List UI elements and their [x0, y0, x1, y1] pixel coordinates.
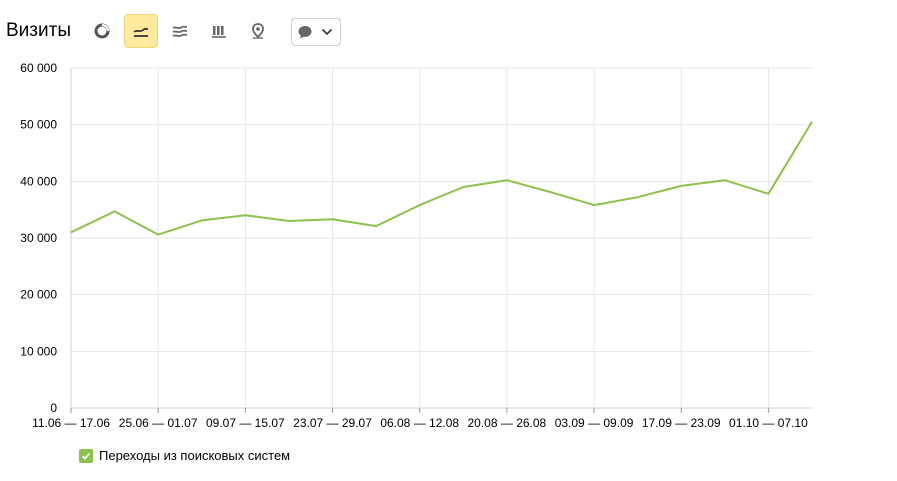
y-tick-label: 10 000	[20, 344, 57, 358]
series-line	[70, 121, 813, 236]
y-axis: 0 10 000 20 000 30 000 40 000 50 000 60 000	[20, 61, 57, 415]
x-tick-label: 20.08 — 26.08	[468, 416, 547, 430]
chart-toolbar: Визиты	[0, 14, 897, 48]
y-tick-label: 20 000	[20, 288, 57, 302]
bar-chart-icon	[212, 26, 226, 38]
x-tick-label: 17.09 — 23.09	[642, 416, 721, 430]
line-chart-button[interactable]	[124, 14, 158, 48]
x-tick-label: 11.06 — 17.06	[32, 416, 110, 430]
chart-title: Визиты	[6, 20, 71, 41]
y-tick-label: 0	[50, 401, 57, 415]
legend: Переходы из поисковых систем	[79, 448, 290, 463]
x-tick-label: 09.07 — 15.07	[206, 416, 285, 430]
y-tick-label: 30 000	[20, 231, 57, 245]
line-chart-icon	[133, 27, 149, 37]
map-button[interactable]	[241, 14, 275, 48]
y-tick-label: 60 000	[20, 61, 57, 75]
checkmark-icon	[81, 452, 91, 460]
pie-chart-icon	[94, 23, 110, 39]
pie-chart-button[interactable]	[85, 14, 119, 48]
annotations-dropdown[interactable]	[291, 18, 341, 46]
x-tick-label: 25.06 — 01.07	[119, 416, 198, 430]
bar-chart-button[interactable]	[202, 14, 236, 48]
grid	[70, 67, 812, 409]
chevron-down-icon	[321, 28, 333, 36]
x-tick-label: 06.08 — 12.08	[380, 416, 459, 430]
area-chart-icon	[172, 25, 188, 38]
x-tick-label: 03.09 — 09.09	[555, 416, 634, 430]
x-tick-label: 01.10 — 07.10	[729, 416, 808, 430]
x-tick-label: 23.07 — 29.07	[293, 416, 372, 430]
map-pin-icon	[252, 23, 264, 39]
comment-icon	[298, 26, 312, 39]
area-chart-button[interactable]	[163, 14, 197, 48]
y-tick-label: 50 000	[20, 118, 57, 132]
y-tick-label: 40 000	[20, 174, 57, 188]
legend-label: Переходы из поисковых систем	[99, 448, 291, 463]
x-axis: 11.06 — 17.06 25.06 — 01.07 09.07 — 15.07 2…	[32, 408, 808, 430]
legend-checkbox[interactable]	[79, 448, 93, 463]
